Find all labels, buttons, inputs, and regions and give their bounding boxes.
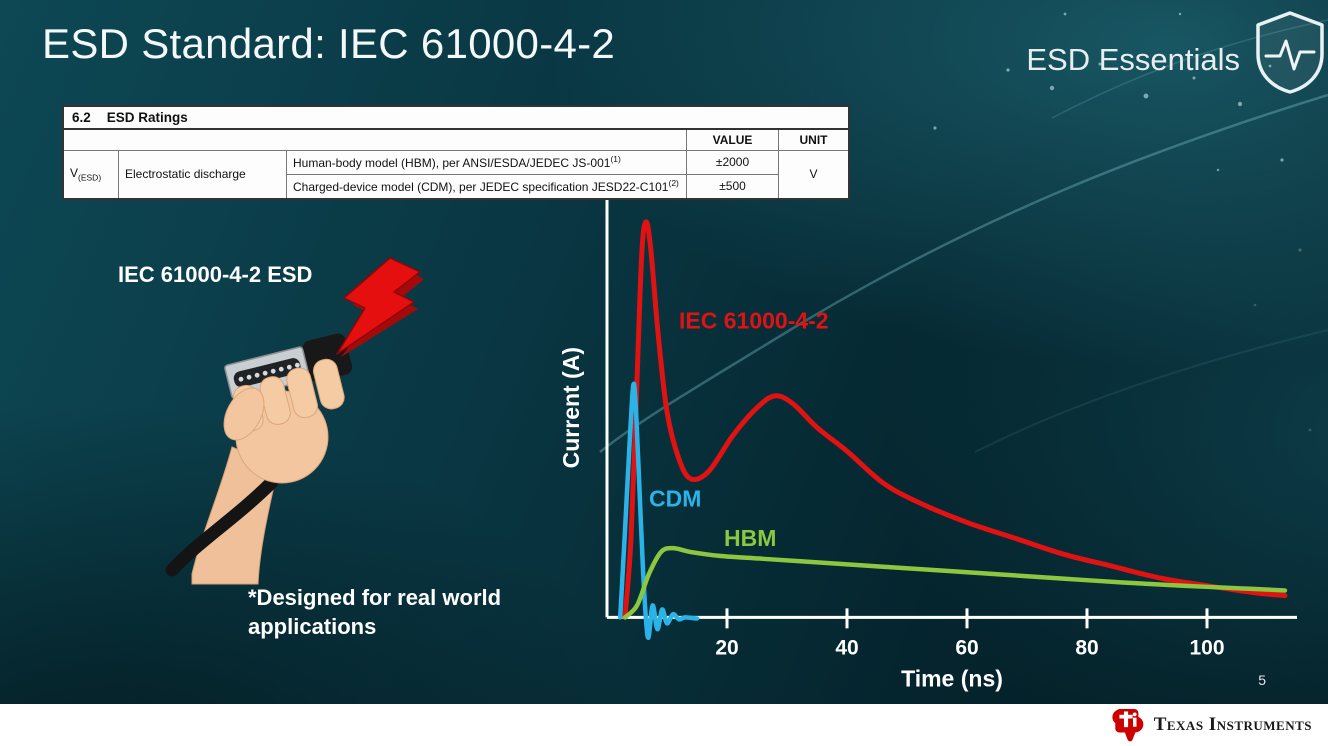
brand-block: ESD Essentials (1026, 10, 1326, 96)
designed-note: *Designed for real world applications (248, 584, 501, 641)
note-line-1: *Designed for real world (248, 585, 502, 610)
x-axis-title: Time (ns) (901, 665, 1003, 691)
cable (165, 475, 279, 577)
hbm-desc-cell: Human-body model (HBM), per ANSI/ESDA/JE… (286, 150, 686, 174)
pulse-line (1264, 39, 1316, 71)
swoosh-curve-small (1051, 19, 1328, 119)
param-name-cell: Electrostatic discharge (118, 150, 286, 198)
brand-title: ESD Essentials (1026, 42, 1240, 77)
empty-header-cell (64, 130, 686, 150)
star-dots (933, 12, 1312, 432)
x-tick-label-60: 60 (955, 636, 978, 659)
connector-pins (238, 362, 300, 382)
x-tick-label-80: 80 (1075, 636, 1098, 659)
unit-cell: V (778, 150, 848, 198)
param-symbol-cell: V(ESD) (64, 150, 118, 198)
ti-logo-text: Texas Instruments (1153, 714, 1312, 735)
thumb (223, 387, 265, 441)
ratings-grid: VALUE UNIT V(ESD) Electrostatic discharg… (64, 130, 848, 198)
y-axis-title: Current (A) (558, 347, 584, 468)
series-label-HBM: HBM (724, 525, 776, 551)
unit-column-header: UNIT (778, 130, 848, 150)
hand-connector-illustration (165, 257, 424, 585)
page-number: 5 (1258, 672, 1266, 688)
series-curve-IEC 61000-4-2 (622, 219, 1288, 620)
x-tick-label-20: 20 (715, 636, 738, 659)
esd-waveform-chart: 20 40 60 80 100 Time (ns) Current (A) IEC 61000… (545, 194, 1305, 699)
series-curve-HBM (622, 545, 1288, 620)
cdm-value-cell: ±500 (686, 174, 778, 198)
shield-pulse-icon (1256, 11, 1324, 94)
iec-esd-label: IEC 61000-4-2 ESD (118, 262, 313, 287)
cdm-desc-cell: Charged-device model (CDM), per JEDEC sp… (286, 174, 686, 198)
x-tick-label-100: 100 (1189, 636, 1224, 659)
lightning-bolt-icon (336, 257, 424, 357)
slide-title: ESD Standard: IEC 61000-4-2 (42, 20, 616, 67)
hbm-value-cell: ±2000 (686, 150, 778, 174)
series-label-CDM: CDM (649, 486, 701, 512)
swoosh-curve (599, 93, 1328, 453)
chart-canvas: 20 40 60 80 100 Time (ns) Current (A) IEC 61000… (558, 198, 1297, 691)
esd-ratings-table: 6.2 ESD Ratings VALUE UNIT V(ESD) Electr… (62, 105, 850, 200)
table-section-title: 6.2 ESD Ratings (64, 107, 848, 130)
swoosh-curve-faint (974, 329, 1328, 453)
section-number: 6.2 (72, 110, 91, 125)
note-line-2: applications (248, 613, 377, 639)
series-label-IEC 61000-4-2: IEC 61000-4-2 (679, 308, 829, 334)
value-column-header: VALUE (686, 130, 778, 150)
ti-bug-logo-icon (1112, 708, 1144, 741)
x-tick-label-40: 40 (835, 636, 858, 659)
series-curve-CDM (617, 381, 700, 640)
section-name: ESD Ratings (106, 110, 188, 125)
footer-bar: Texas Instruments (0, 704, 1328, 746)
